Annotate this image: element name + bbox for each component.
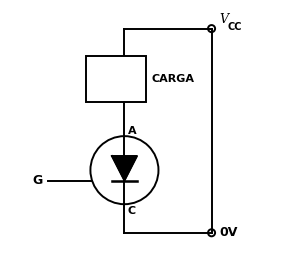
Text: A: A <box>128 126 136 136</box>
Text: 0V: 0V <box>219 226 238 239</box>
Text: CARGA: CARGA <box>151 74 194 84</box>
Text: C: C <box>127 205 135 216</box>
Polygon shape <box>112 156 137 180</box>
Text: V: V <box>219 13 228 26</box>
Bar <box>86 56 146 102</box>
Text: G: G <box>32 174 43 187</box>
Text: CC: CC <box>228 22 243 32</box>
